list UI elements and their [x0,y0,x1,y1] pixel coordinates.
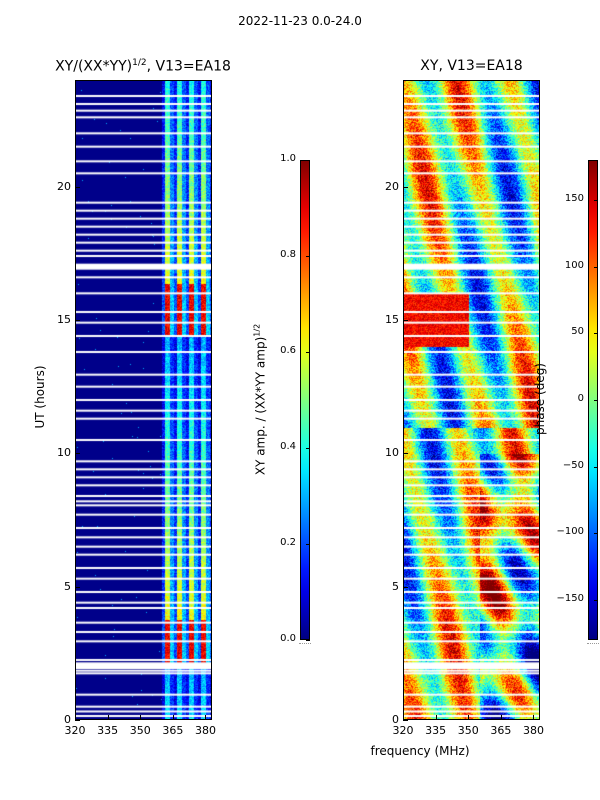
ytick-mark [75,453,80,455]
colorbar-tick-mark [594,400,598,401]
colorbar-tick-label: −50 [562,459,584,471]
phase-colorbar-underline [587,643,599,645]
amp-colorbar-frame [300,160,310,640]
left-heatmap-plot[interactable] [75,80,212,720]
colorbar-tick-label: 100 [564,259,584,271]
ytick-label: 15 [385,313,399,326]
xtick-mark [205,715,207,720]
ytick-label: 5 [392,579,399,593]
right-panel-title: XY, V13=EA18 [420,58,523,74]
colorbar-tick-label: −150 [556,593,584,604]
colorbar-tick-mark [594,533,598,535]
right-plot-frame [403,80,540,720]
xtick-label: 350 [457,724,479,737]
colorbar-tick-mark [306,544,310,545]
ytick-label: 10 [57,446,71,460]
phase-colorbar-label: phase (deg) [533,363,547,436]
xtick-mark [75,715,76,720]
ytick-mark [75,586,80,588]
xtick-mark [468,715,470,720]
left-plot-frame [75,80,212,720]
amp-colorbar [300,160,310,640]
xtick-label: 320 [392,724,414,737]
colorbar-tick-mark [306,640,310,641]
left-heatmap-canvas [75,80,212,720]
ytick-mark [403,720,408,721]
left-title-exponent: 1/2 [132,58,147,68]
amp-colorbar-gradient [300,160,310,640]
colorbar-tick-mark [594,200,598,201]
ytick-mark [75,320,80,321]
colorbar-tick-label: 0.8 [280,249,296,260]
colorbar-tick-label: −100 [556,526,584,538]
xtick-label: 380 [522,724,544,737]
ytick-mark [75,720,80,721]
amp-colorbar-label-text: XY amp. / (XX*YY amp) [253,336,268,476]
ytick-label: 15 [57,313,71,326]
colorbar-tick-mark [594,600,598,601]
xtick-mark [140,715,142,720]
ytick-label: 10 [385,446,399,460]
ytick-mark [75,186,80,188]
colorbar-tick-mark [594,266,598,268]
left-title-main: XY/(XX*YY) [55,58,133,75]
colorbar-tick-label: 0.4 [280,441,296,452]
ytick-label: 0 [64,713,71,726]
ytick-mark [403,586,408,588]
right-heatmap-canvas [403,80,540,720]
colorbar-tick-mark [306,352,310,353]
colorbar-tick-mark [306,256,310,257]
ytick-mark [403,186,408,188]
xtick-label: 320 [64,724,86,737]
xtick-mark [500,715,502,720]
ytick-mark [403,320,408,321]
xtick-label: 365 [490,724,512,737]
colorbar-tick-mark [594,466,598,468]
xtick-label: 335 [97,724,119,737]
ytick-label: 5 [64,579,71,593]
colorbar-tick-label: 0.6 [280,345,296,356]
colorbar-tick-label: 1.0 [280,153,296,164]
left-ylabel: UT (hours) [33,365,47,429]
colorbar-tick-mark [306,448,310,449]
phase-colorbar-gradient [588,160,598,640]
ytick-mark [403,453,408,455]
xtick-mark [107,715,109,720]
colorbar-tick-label: 0.0 [280,633,296,644]
left-panel-title: XY/(XX*YY)1/2, V13=EA18 [40,58,246,75]
figure-suptitle: 2022-11-23 0.0-24.0 [238,14,362,28]
ytick-label: 20 [57,179,71,193]
colorbar-tick-label: 50 [571,326,584,338]
colorbar-tick-label: 0.2 [280,537,296,548]
left-title-suffix: , V13=EA18 [146,58,231,75]
amp-colorbar-label-exp: 1/2 [252,323,262,337]
xtick-mark [403,715,404,720]
xtick-label: 380 [194,724,216,737]
xtick-mark [172,715,174,720]
amp-colorbar-underline [299,643,311,645]
ytick-label: 20 [385,179,399,193]
xtick-mark [435,715,437,720]
right-heatmap-plot[interactable] [403,80,540,720]
xtick-mark [533,715,535,720]
ytick-label: 0 [392,713,399,726]
xtick-label: 365 [162,724,184,737]
xtick-label: 350 [129,724,151,737]
colorbar-tick-mark [594,333,598,335]
right-xlabel: frequency (MHz) [370,744,470,758]
colorbar-tick-label: 0 [577,393,584,404]
amp-colorbar-label: XY amp. / (XX*YY amp)1/2 [253,300,268,500]
xtick-label: 335 [425,724,447,737]
colorbar-tick-label: 150 [564,193,584,204]
colorbar-tick-mark [306,160,310,161]
